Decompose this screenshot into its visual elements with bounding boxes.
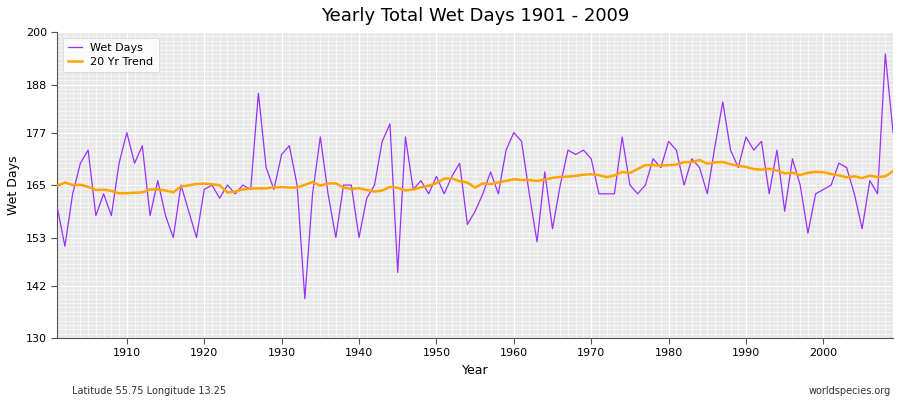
20 Yr Trend <box>52 184 63 188</box>
20 Yr Trend <box>113 191 124 196</box>
20 Yr Trend <box>338 185 349 190</box>
Title: Yearly Total Wet Days 1901 - 2009: Yearly Total Wet Days 1901 - 2009 <box>321 7 629 25</box>
20 Yr Trend <box>508 177 519 182</box>
Wet Days <box>887 130 898 135</box>
20 Yr Trend <box>694 158 705 162</box>
20 Yr Trend <box>516 178 526 182</box>
Wet Days <box>300 296 310 301</box>
20 Yr Trend <box>292 185 302 190</box>
Wet Days <box>880 52 891 56</box>
Text: worldspecies.org: worldspecies.org <box>809 386 891 396</box>
Wet Days <box>508 130 519 135</box>
Wet Days <box>113 161 124 166</box>
20 Yr Trend <box>887 169 898 174</box>
Legend: Wet Days, 20 Yr Trend: Wet Days, 20 Yr Trend <box>63 38 159 72</box>
Wet Days <box>284 143 295 148</box>
Text: Latitude 55.75 Longitude 13.25: Latitude 55.75 Longitude 13.25 <box>72 386 226 396</box>
Y-axis label: Wet Days: Wet Days <box>7 155 20 215</box>
Wet Days <box>52 204 63 209</box>
20 Yr Trend <box>122 191 132 196</box>
Wet Days <box>338 183 349 188</box>
Wet Days <box>516 139 526 144</box>
Line: 20 Yr Trend: 20 Yr Trend <box>58 160 893 193</box>
X-axis label: Year: Year <box>462 364 489 377</box>
Line: Wet Days: Wet Days <box>58 54 893 299</box>
Wet Days <box>609 192 620 196</box>
20 Yr Trend <box>609 173 620 178</box>
